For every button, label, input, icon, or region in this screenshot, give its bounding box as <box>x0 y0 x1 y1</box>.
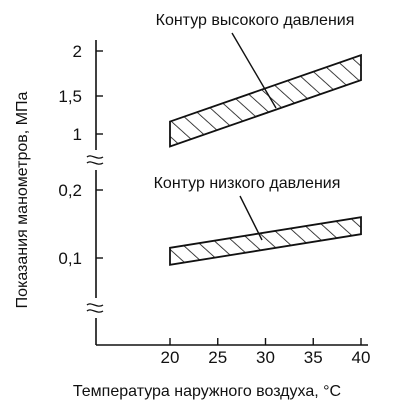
y-axis-title: Показания манометров, МПа <box>14 91 31 308</box>
x-axis-title: Температура наружного воздуха, °C <box>73 383 341 400</box>
series-labels: Контур высокого давления Контур низкого д… <box>154 12 355 241</box>
y-tick-label-2: 2 <box>73 42 82 61</box>
band-series-1 <box>169 53 362 148</box>
x-tick-label-20: 20 <box>161 348 180 367</box>
series-bands <box>169 53 362 266</box>
x-tick-label-35: 35 <box>304 348 323 367</box>
leader-series-2 <box>239 195 263 241</box>
x-tick-label-25: 25 <box>208 348 227 367</box>
y-tick-label-1: 1 <box>73 125 82 144</box>
leader-series-1 <box>231 32 277 109</box>
label-series-1: Контур высокого давления <box>156 12 355 29</box>
x-ticks: 20 25 30 35 40 <box>161 338 371 367</box>
y-tick-label-0-1: 0,1 <box>58 249 82 268</box>
y-axis-break-lower <box>86 303 104 313</box>
label-series-2: Контур низкого давления <box>154 175 341 192</box>
y-axis-break-upper <box>86 155 104 165</box>
x-tick-label-30: 30 <box>256 348 275 367</box>
y-tick-label-0-2: 0,2 <box>58 181 82 200</box>
x-tick-label-40: 40 <box>352 348 371 367</box>
y-tick-label-1-5: 1,5 <box>58 87 82 106</box>
band-series-2 <box>169 216 362 266</box>
